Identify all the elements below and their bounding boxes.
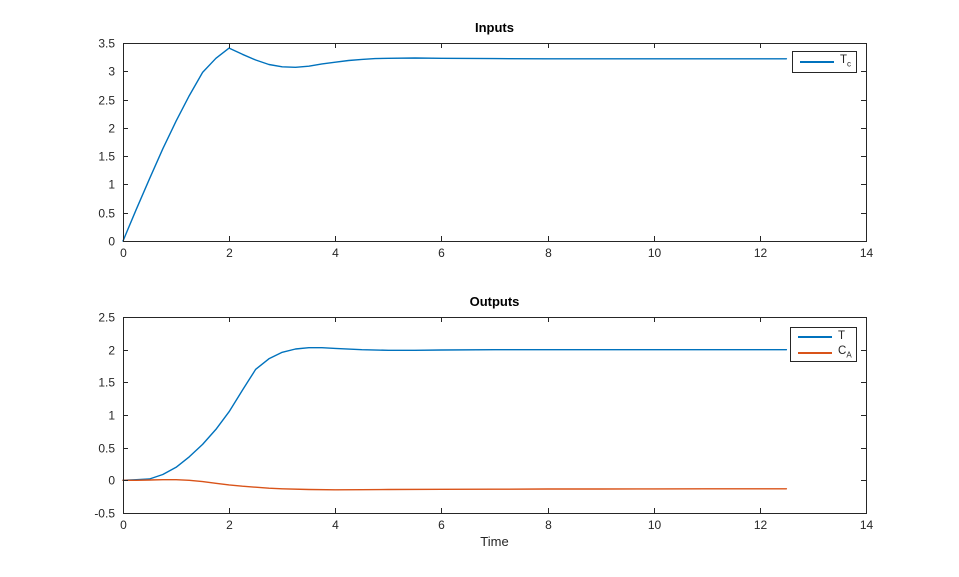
x-axis-label: Time	[480, 534, 509, 549]
x-tick-label: 10	[648, 246, 662, 260]
x-tick-label: 4	[332, 246, 339, 260]
legend-entry: Tc	[793, 54, 856, 70]
chart-title: Inputs	[475, 20, 514, 35]
series-CA	[122, 478, 788, 491]
legend-label: Tc	[840, 54, 852, 69]
legend-line-sample	[798, 335, 832, 338]
x-tick-label: 0	[120, 246, 127, 260]
x-tick-label: 2	[226, 518, 233, 532]
x-tick-label: 14	[860, 246, 874, 260]
x-tick-label: 6	[438, 518, 445, 532]
y-tick-label: 2.5	[98, 311, 115, 325]
y-tick-label: 1	[108, 178, 115, 192]
x-tick-label: 12	[754, 246, 768, 260]
legend-entry: T	[791, 329, 856, 345]
y-tick-label: 1.5	[98, 376, 115, 390]
legend: Tc	[792, 51, 857, 73]
y-tick-label: 2	[108, 122, 115, 136]
series-Tc	[122, 47, 788, 242]
legend: T CA	[790, 327, 857, 362]
legend-entry: CA	[791, 345, 856, 361]
legend-label: CA	[838, 344, 852, 360]
plot-area-inputs: 0 2 4 6 8 10 12 14 0 0.5 1 1.5 2 2.5 3 3.5	[98, 37, 874, 261]
legend-line-sample	[798, 351, 832, 354]
series-T	[122, 347, 788, 482]
y-tick-label: 2	[108, 344, 115, 358]
x-tick-label: 8	[545, 518, 552, 532]
plot-area-outputs: 0 2 4 6 8 10 12 14 -0.5 0 0.5 1 1.5 2 2.5	[94, 311, 874, 533]
y-tick-label: 2.5	[98, 94, 115, 108]
legend-label: T	[838, 329, 846, 342]
y-tick-label: 0	[108, 474, 115, 488]
x-tick-label: 10	[648, 518, 662, 532]
axes-box	[123, 317, 867, 514]
y-tick-label: -0.5	[94, 507, 115, 521]
x-tick-label: 4	[332, 518, 339, 532]
x-tick-label: 2	[226, 246, 233, 260]
subplot-outputs: 0 2 4 6 8 10 12 14 -0.5 0 0.5 1 1.5 2 2.5 Outputs Time…	[0, 288, 959, 577]
y-tick-label: 3	[108, 65, 115, 79]
y-tick-label: 1.5	[98, 150, 115, 164]
y-tick-label: 0	[108, 235, 115, 249]
x-tick-label: 6	[438, 246, 445, 260]
legend-line-sample	[800, 61, 834, 63]
y-tick-label: 0.5	[98, 442, 115, 456]
chart-title: Outputs	[469, 294, 520, 309]
subplot-inputs: 0 2 4 6 8 10 12 14 0 0.5 1 1.5 2 2.5 3 3.5 Inputs Tc	[0, 0, 959, 288]
x-tick-label: 0	[120, 518, 127, 532]
y-tick-label: 0.5	[98, 207, 115, 221]
x-tick-label: 14	[860, 518, 874, 532]
x-tick-label: 12	[754, 518, 768, 532]
y-tick-label: 3.5	[98, 37, 115, 51]
y-tick-label: 1	[108, 409, 115, 423]
axes-box	[123, 43, 867, 242]
x-tick-label: 8	[545, 246, 552, 260]
